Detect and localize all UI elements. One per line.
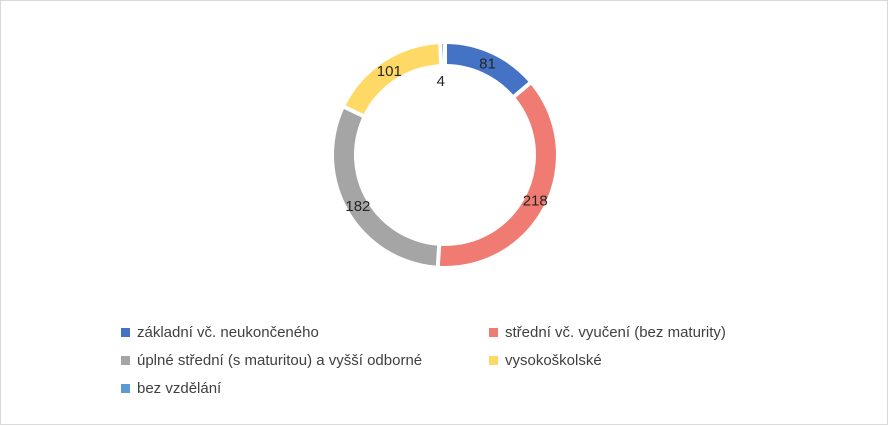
data-label-bez-vzdelani: 4 <box>437 73 445 90</box>
donut-slice-vysokoskolske <box>345 44 440 115</box>
data-label-stredni-vyuceni: 218 <box>523 192 548 209</box>
data-label-zakladni: 81 <box>479 55 496 72</box>
data-label-vysokoskolske: 101 <box>377 63 402 80</box>
donut-slice-uplne-stredni <box>333 109 438 266</box>
donut-slice-zakladni <box>446 44 529 95</box>
donut-slice-stredni-vyuceni <box>439 84 556 266</box>
data-label-uplne-stredni: 182 <box>345 198 370 215</box>
donut-slice-bez-vzdelani <box>442 44 444 65</box>
